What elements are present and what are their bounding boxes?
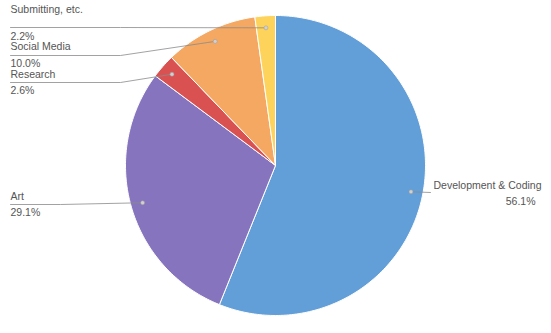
svg-text:10.0%: 10.0% — [11, 57, 41, 69]
svg-text:Development & Coding: Development & Coding — [434, 179, 542, 191]
svg-text:56.1%: 56.1% — [506, 195, 536, 207]
svg-text:Submitting, etc.: Submitting, etc. — [11, 3, 83, 15]
svg-text:29.1%: 29.1% — [11, 206, 41, 218]
svg-text:Research: Research — [11, 68, 56, 80]
svg-text:Social Media: Social Media — [10, 39, 71, 52]
svg-text:Art: Art — [11, 190, 25, 202]
svg-text:2.6%: 2.6% — [11, 84, 35, 96]
svg-text:2.2%: 2.2% — [11, 30, 35, 42]
